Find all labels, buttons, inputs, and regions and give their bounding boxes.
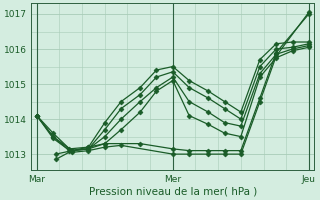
X-axis label: Pression niveau de la mer( hPa ): Pression niveau de la mer( hPa ) <box>89 187 257 197</box>
